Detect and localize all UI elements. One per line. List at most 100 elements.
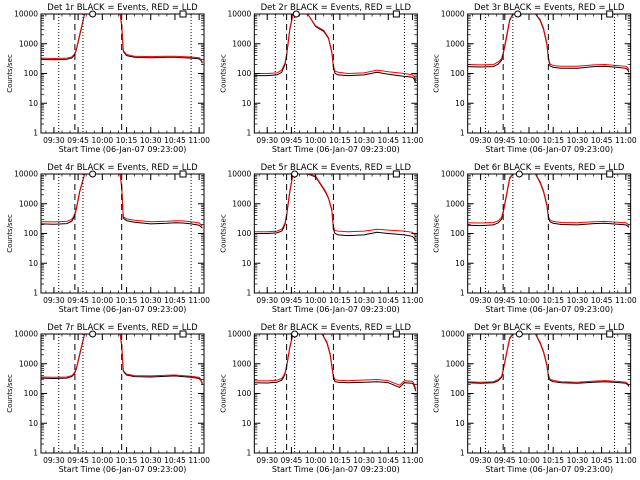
y-tick-label: 10000	[227, 330, 251, 339]
y-tick-label: 10	[455, 419, 465, 428]
x-tick-label: 10:00	[305, 456, 327, 465]
x-tick-label: 09:45	[67, 456, 89, 465]
y-tick-label: 100	[450, 389, 465, 398]
y-tick-label: 1	[460, 129, 465, 138]
y-axis-label: Counts/sec	[433, 54, 441, 93]
chart-panel: 1 10 100 1000 10000 09:30 09:45 10:00 10:15 10:30…	[433, 323, 637, 474]
x-tick-label: 10:30	[567, 456, 589, 465]
y-tick-label: 1	[247, 129, 252, 138]
series-line	[467, 14, 630, 73]
square-marker	[606, 170, 614, 178]
x-tick-label: 11:00	[188, 456, 210, 465]
x-axis-label: Start Time (06-Jan-07 09:23:00)	[485, 465, 613, 474]
series-line	[41, 334, 203, 384]
y-tick-label: 10000	[441, 330, 465, 339]
x-tick-label: 10:00	[518, 456, 540, 465]
x-tick-label: 11:00	[402, 136, 424, 145]
y-tick-label: 10000	[441, 10, 465, 19]
series-line	[254, 174, 417, 242]
circle-marker	[514, 10, 522, 18]
y-tick-label: 1000	[446, 359, 465, 368]
x-tick-label: 10:30	[567, 296, 589, 305]
plot-frame	[253, 333, 418, 454]
y-tick-label: 100	[24, 229, 39, 238]
square-marker	[606, 10, 614, 18]
x-axis-label: Start Time (06-Jan-07 09:23:00)	[272, 145, 400, 154]
series-line	[41, 174, 203, 229]
y-axis-label: Counts/sec	[219, 374, 227, 413]
circle-marker	[292, 10, 300, 18]
chart-title: Det 5r BLACK = Events, RED = LLD	[261, 163, 412, 173]
y-tick-label: 10	[455, 259, 465, 268]
plot-frame	[467, 13, 632, 134]
x-tick-label: 10:00	[305, 136, 327, 145]
y-tick-label: 1000	[446, 199, 465, 208]
chart-title: Det 1r BLACK = Events, RED = LLD	[47, 3, 198, 13]
x-tick-label: 10:00	[92, 136, 114, 145]
x-tick-label: 10:30	[140, 456, 162, 465]
x-tick-label: 09:45	[494, 456, 516, 465]
y-tick-label: 10	[28, 259, 38, 268]
series-line	[254, 174, 417, 238]
y-tick-label: 10	[455, 99, 465, 108]
x-tick-label: 10:00	[518, 136, 540, 145]
square-marker	[392, 330, 400, 338]
y-tick-label: 10000	[14, 10, 38, 19]
y-tick-label: 10000	[227, 10, 251, 19]
y-tick-label: 10	[28, 419, 38, 428]
y-axis-label: Counts/sec	[6, 54, 14, 93]
series-line	[41, 334, 203, 385]
x-axis-label: Start Time (06-Jan-07 09:23:00)	[59, 145, 187, 154]
y-axis-label: Counts/sec	[6, 374, 14, 413]
y-tick-label: 10	[28, 99, 38, 108]
chart-panel: 1 10 100 1000 10000 09:30 09:45 10:00 10:15 10:30…	[6, 323, 210, 474]
x-tick-label: 11:00	[402, 296, 424, 305]
x-tick-label: 11:00	[615, 296, 637, 305]
chart-panel: 1 10 100 1000 10000 09:30 09:45 10:00 10:15 10:30…	[219, 323, 423, 474]
y-tick-label: 100	[450, 69, 465, 78]
chart-title: Det 7r BLACK = Events, RED = LLD	[47, 323, 198, 333]
square-marker	[179, 330, 187, 338]
x-tick-label: 09:30	[256, 136, 278, 145]
y-tick-label: 100	[237, 229, 252, 238]
x-tick-label: 10:15	[329, 456, 351, 465]
x-tick-label: 10:30	[353, 296, 375, 305]
square-marker	[392, 170, 400, 178]
circle-marker	[291, 170, 299, 178]
x-tick-label: 09:45	[494, 296, 516, 305]
x-tick-label: 10:45	[377, 456, 399, 465]
x-tick-label: 10:15	[329, 296, 351, 305]
series-line	[254, 334, 417, 390]
x-tick-label: 09:30	[43, 136, 65, 145]
x-tick-label: 11:00	[615, 136, 637, 145]
x-tick-label: 10:00	[305, 296, 327, 305]
y-tick-label: 1	[460, 289, 465, 298]
y-tick-label: 10	[242, 259, 252, 268]
series-line	[41, 14, 203, 64]
x-tick-label: 10:45	[377, 296, 399, 305]
plot-frame	[467, 333, 632, 454]
series-line	[254, 14, 417, 83]
x-tick-label: 10:15	[116, 136, 138, 145]
x-tick-label: 10:30	[567, 136, 589, 145]
y-tick-label: 1000	[446, 39, 465, 48]
series-line	[254, 14, 417, 81]
x-tick-label: 11:00	[188, 296, 210, 305]
x-tick-label: 10:45	[164, 136, 186, 145]
x-tick-label: 10:45	[591, 456, 613, 465]
chart-title: Det 8r BLACK = Events, RED = LLD	[261, 323, 412, 333]
x-axis-label: Start Time (06-Jan-07 09:23:00)	[485, 145, 613, 154]
chart-title: Det 3r BLACK = Events, RED = LLD	[474, 3, 625, 13]
series-line	[254, 334, 417, 392]
x-axis-label: Start Time (06-Jan-07 09:23:00)	[59, 465, 187, 474]
y-tick-label: 10000	[227, 170, 251, 179]
series-line	[467, 174, 630, 226]
series-line	[467, 334, 630, 386]
y-tick-label: 1	[247, 449, 252, 458]
y-tick-label: 10000	[14, 330, 38, 339]
y-axis-label: Counts/sec	[433, 374, 441, 413]
chart-title: Det 6r BLACK = Events, RED = LLD	[474, 163, 625, 173]
chart-panel: 1 10 100 1000 10000 09:30 09:45 10:00 10:15 10:30…	[433, 3, 637, 154]
x-tick-label: 10:15	[542, 296, 564, 305]
